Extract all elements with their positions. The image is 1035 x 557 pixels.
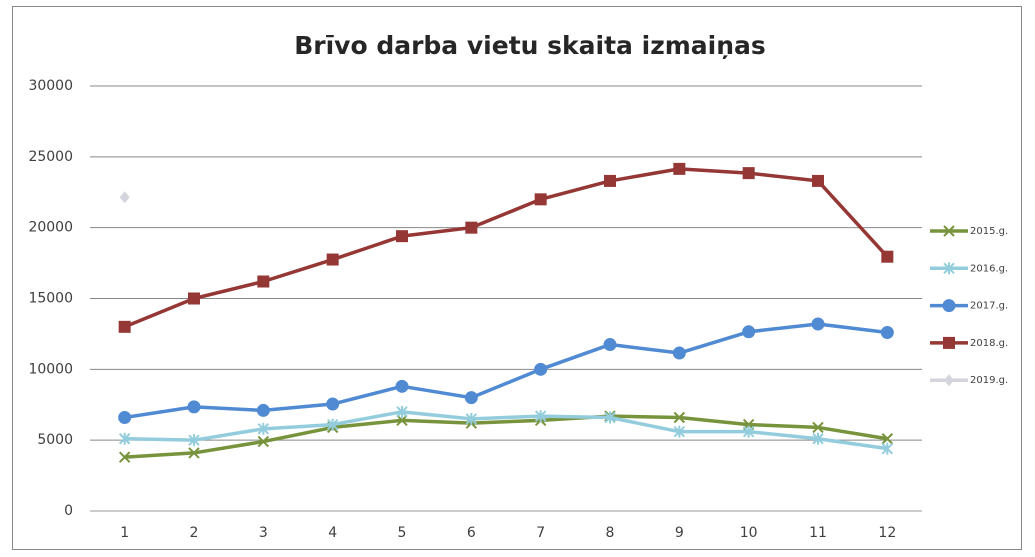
marker <box>673 347 686 360</box>
marker <box>604 338 617 351</box>
x-tick-label: 5 <box>398 525 407 541</box>
x-tick-label: 7 <box>536 525 545 541</box>
chart-title: Brīvo darba vietu skaita izmaiņas <box>294 31 766 60</box>
marker <box>881 326 894 339</box>
x-tick-label: 11 <box>809 525 827 541</box>
x-tick-label: 8 <box>606 525 615 541</box>
marker <box>257 276 269 288</box>
marker <box>881 251 893 263</box>
y-tick-label: 20000 <box>28 220 73 236</box>
chart: Brīvo darba vietu skaita izmaiņas 0 5000 1… <box>0 0 1035 557</box>
marker <box>119 321 131 333</box>
marker <box>465 391 478 404</box>
y-tick-label: 30000 <box>28 78 73 94</box>
marker <box>118 411 131 424</box>
x-tick-label: 4 <box>328 525 337 541</box>
marker <box>396 230 408 242</box>
marker <box>743 167 755 179</box>
marker <box>812 318 825 331</box>
legend-text: 2017.g. <box>970 301 1008 312</box>
marker <box>188 293 200 305</box>
x-tick-label: 6 <box>467 525 476 541</box>
marker <box>604 175 616 187</box>
marker <box>742 325 755 338</box>
x-tick-label: 12 <box>878 525 896 541</box>
marker <box>396 380 409 393</box>
y-tick-label: 0 <box>64 503 73 519</box>
legend-text: 2016.g. <box>970 263 1008 274</box>
marker <box>943 337 955 349</box>
x-tick-label: 1 <box>120 525 129 541</box>
y-tick-label: 15000 <box>28 291 73 307</box>
x-tick-label: 9 <box>675 525 684 541</box>
legend-text: 2015.g. <box>970 226 1008 237</box>
marker <box>534 363 547 376</box>
marker <box>673 163 685 175</box>
legend-text: 2019.g. <box>970 375 1008 386</box>
x-tick-label: 3 <box>259 525 268 541</box>
marker <box>812 175 824 187</box>
x-tick-label: 10 <box>740 525 758 541</box>
marker <box>188 400 201 413</box>
marker <box>327 254 339 266</box>
marker <box>943 299 956 312</box>
marker <box>465 222 477 234</box>
y-tick-label: 10000 <box>28 361 73 377</box>
chart-border <box>13 7 1022 550</box>
legend-text: 2018.g. <box>970 338 1008 349</box>
y-tick-label: 5000 <box>37 432 73 448</box>
marker <box>326 398 339 411</box>
marker <box>535 193 547 205</box>
marker <box>257 404 270 417</box>
x-tick-label: 2 <box>190 525 199 541</box>
y-tick-label: 25000 <box>28 149 73 165</box>
